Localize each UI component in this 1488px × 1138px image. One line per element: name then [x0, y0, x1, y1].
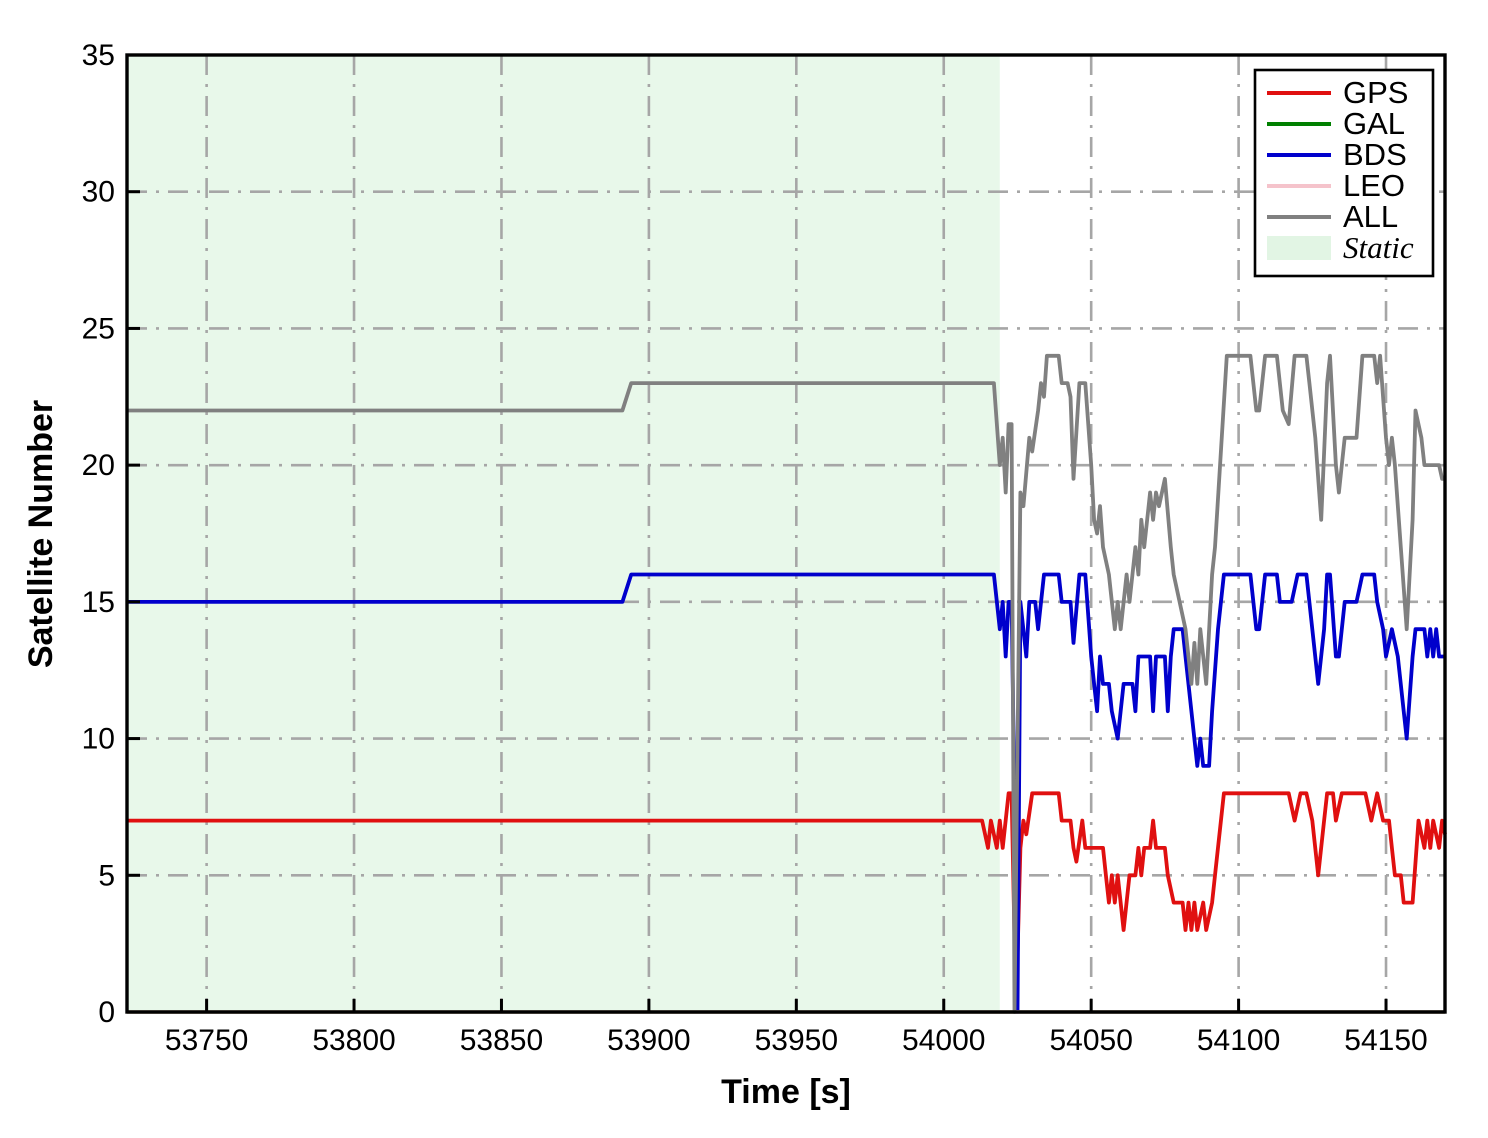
- legend-item-bds: BDS: [1267, 137, 1407, 172]
- x-tick-label: 54150: [1344, 1024, 1427, 1057]
- legend-item-all: ALL: [1267, 199, 1398, 234]
- y-tick-label: 25: [82, 312, 115, 345]
- x-tick-label: 53750: [165, 1024, 248, 1057]
- x-tick-label: 53950: [755, 1024, 838, 1057]
- x-tick-label: 53800: [312, 1024, 395, 1057]
- y-axis-label: Satellite Number: [22, 400, 60, 668]
- legend-item-gal: GAL: [1267, 106, 1405, 141]
- x-tick-label: 54100: [1197, 1024, 1280, 1057]
- legend-item-static: Static: [1267, 230, 1414, 265]
- gps-line: [127, 791, 1447, 1014]
- legend-label-all: ALL: [1343, 199, 1398, 234]
- legend-label-leo: LEO: [1343, 168, 1405, 203]
- legend-item-leo: LEO: [1267, 168, 1405, 203]
- x-tick-label: 53900: [607, 1024, 690, 1057]
- legend-item-gps: GPS: [1267, 75, 1408, 110]
- bds-line: [127, 572, 1445, 1014]
- y-tick-label: 35: [82, 39, 115, 72]
- x-tick-label: 53850: [460, 1024, 543, 1057]
- y-tick-label: 5: [98, 859, 115, 892]
- tick-labels: 53750 53800 53850 53900 53950 54000 54050 54100…: [82, 39, 1428, 1057]
- static-region: [127, 55, 1000, 1012]
- axes-frame: [125, 53, 1447, 1014]
- x-axis-label: Time [s]: [721, 1073, 851, 1111]
- legend-label-gps: GPS: [1343, 75, 1408, 110]
- legend-label-static: Static: [1343, 230, 1414, 265]
- plot-area: 53750 53800 53850 53900 53950 54000 54050 54100…: [82, 39, 1447, 1057]
- legend-label-gal: GAL: [1343, 106, 1405, 141]
- y-tick-label: 15: [82, 586, 115, 619]
- all-line: [127, 353, 1445, 1014]
- x-tick-label: 54050: [1049, 1024, 1132, 1057]
- y-tick-label: 10: [82, 723, 115, 756]
- tick-marks: [127, 53, 1388, 1014]
- y-tick-label: 30: [82, 176, 115, 209]
- static-legend-patch: [1267, 236, 1331, 260]
- y-tick-label: 0: [98, 996, 115, 1029]
- legend-label-bds: BDS: [1343, 137, 1407, 172]
- y-tick-label: 20: [82, 449, 115, 482]
- x-tick-label: 54000: [902, 1024, 985, 1057]
